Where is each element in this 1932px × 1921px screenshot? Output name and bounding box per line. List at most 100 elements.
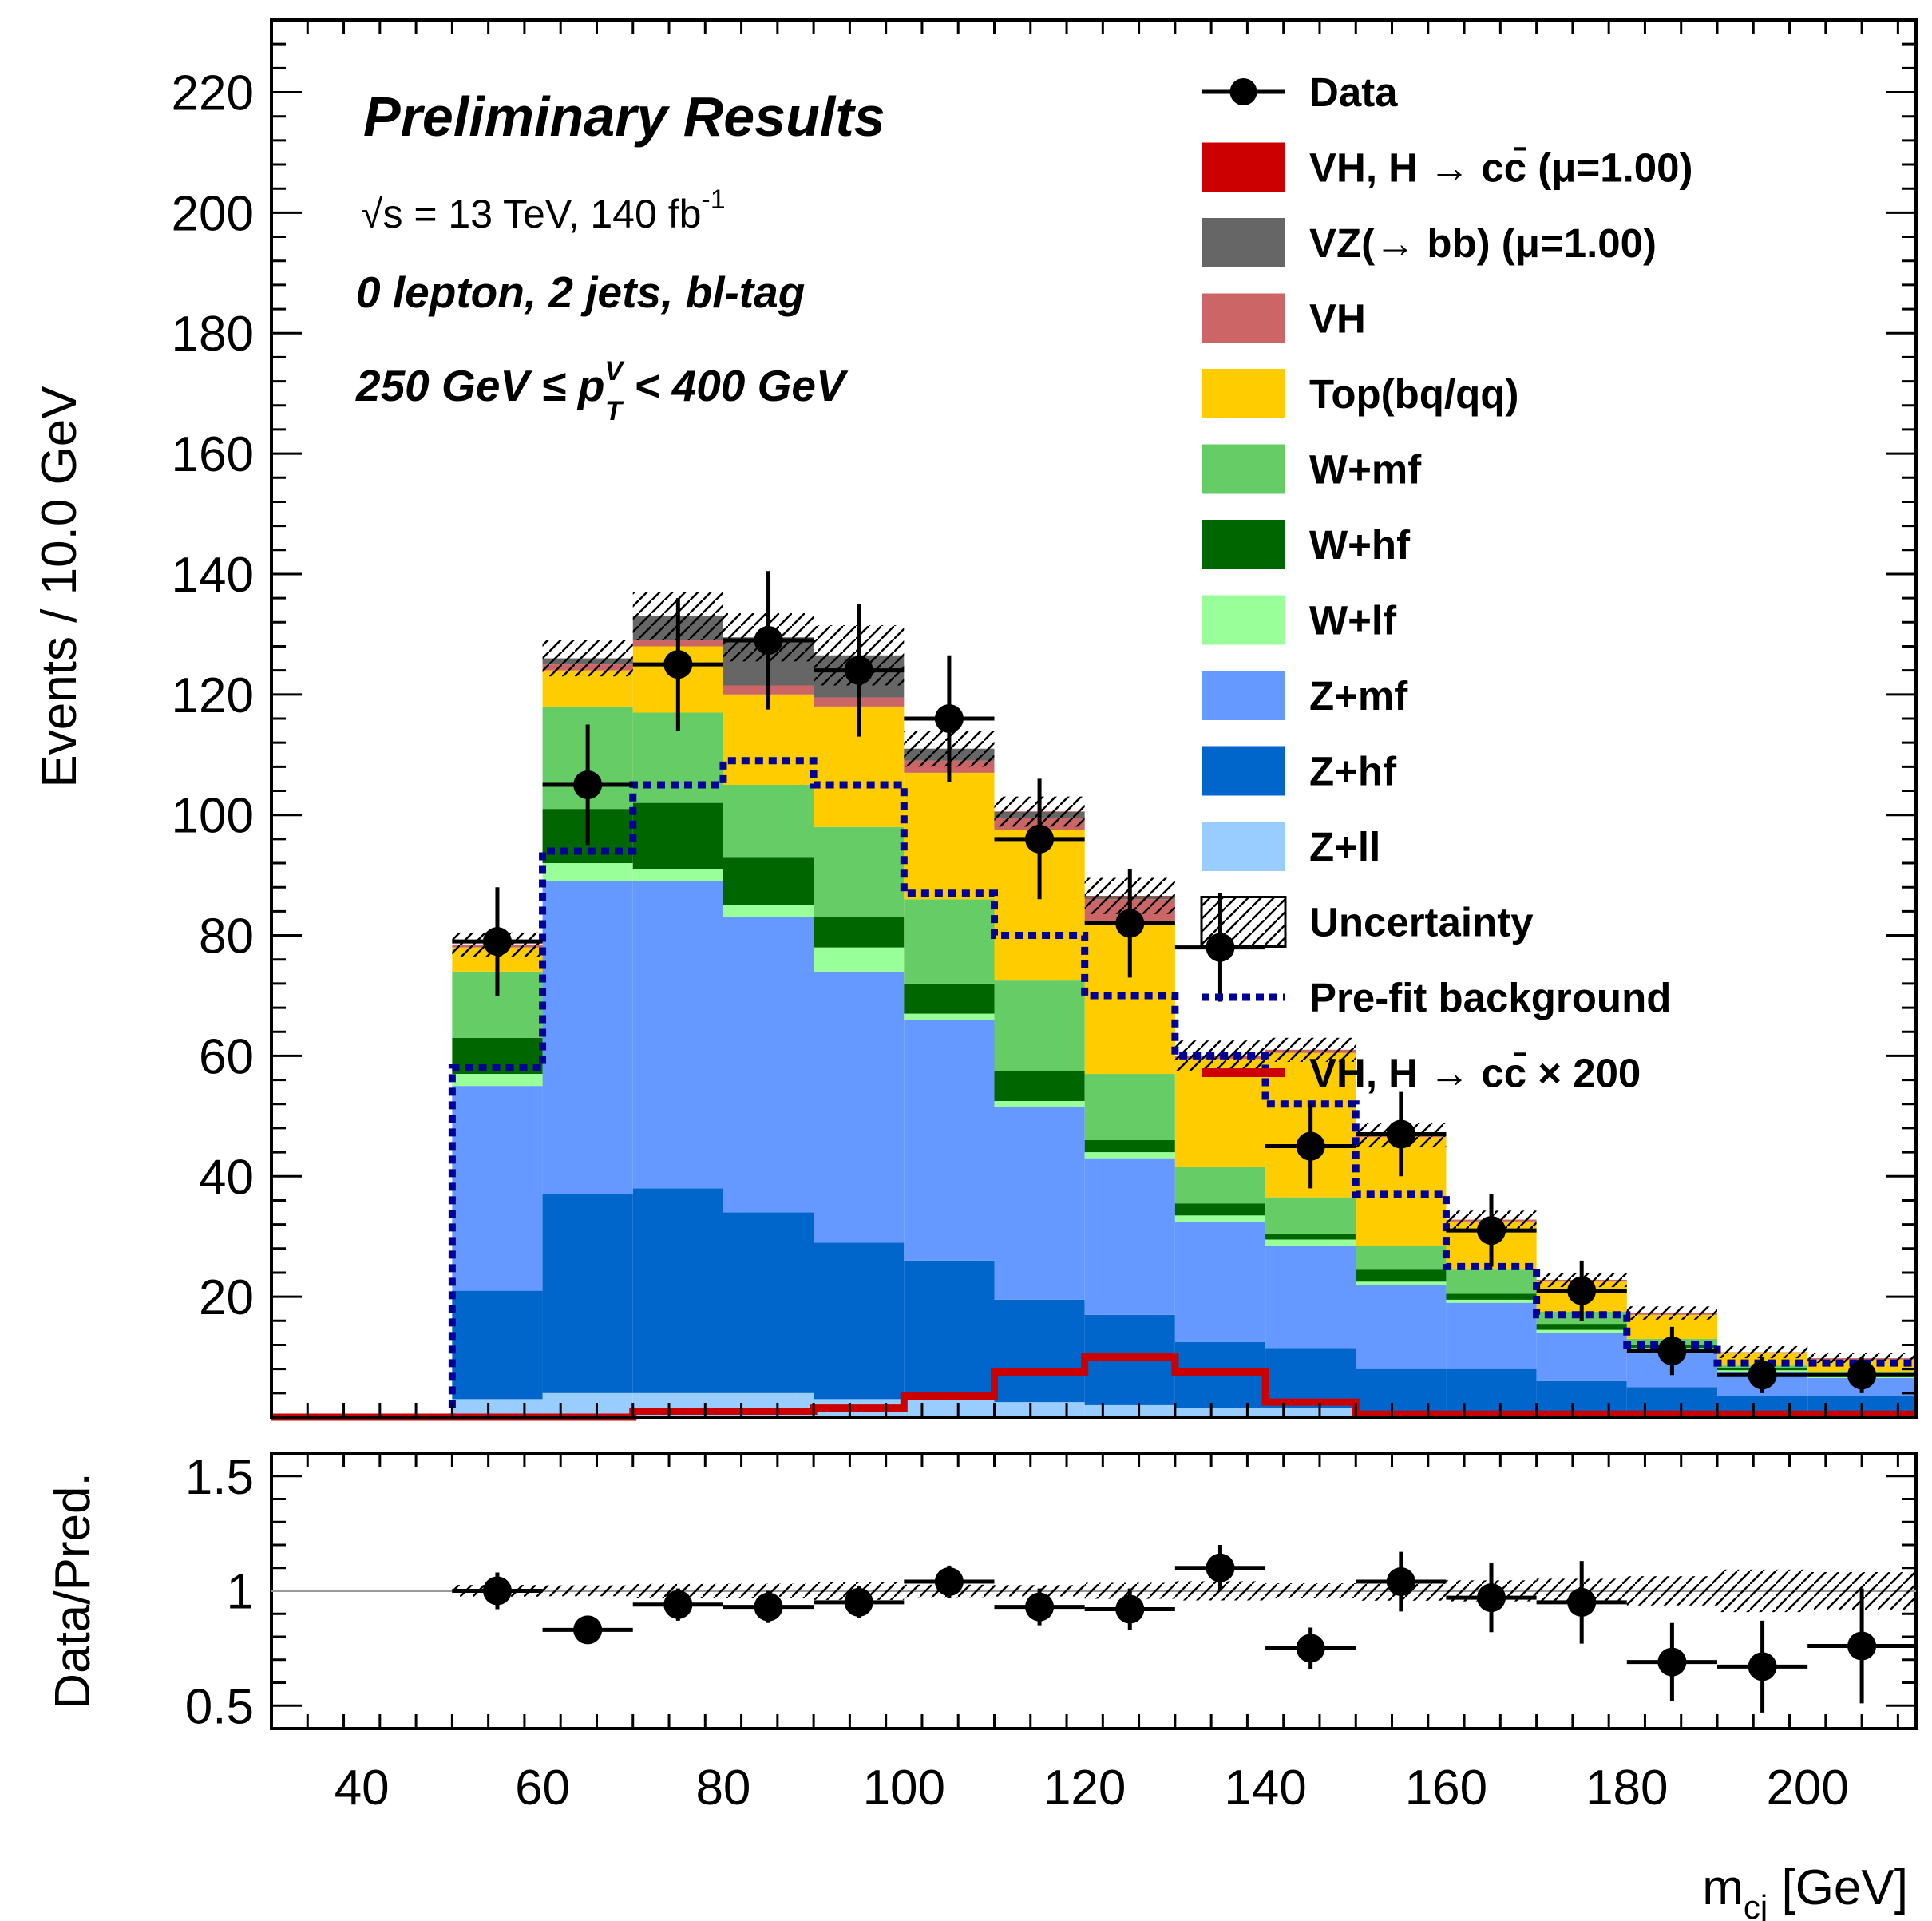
x-tick-label: 140	[1224, 1761, 1306, 1816]
signal-x200-line	[271, 1353, 1916, 1421]
bar-segment	[1084, 1074, 1175, 1141]
uncertainty-box	[542, 640, 633, 677]
ratio-tick-label: 1.5	[185, 1450, 254, 1505]
bar-segment	[904, 1399, 995, 1417]
ratio-point	[1386, 1567, 1415, 1596]
bar-segment	[542, 1392, 633, 1417]
ratio-plot: 0.5 1 1.5 40 60 80 100 120 140 160 180 200	[185, 1450, 1918, 1816]
data-points	[452, 571, 1916, 1393]
bar-segment	[723, 905, 814, 917]
series-w-lf	[452, 863, 1916, 1378]
legend-entry: VH	[1202, 293, 1366, 343]
bar-segment	[723, 1212, 814, 1393]
y-tick-label: 120	[172, 668, 254, 723]
legend-label: VH	[1309, 296, 1366, 342]
data-point	[482, 927, 512, 957]
x-tick-label: 160	[1405, 1761, 1487, 1816]
data-point	[844, 656, 873, 685]
bar-segment	[1084, 1140, 1175, 1153]
ratio-point	[573, 1615, 603, 1645]
legend-entry: W+hf	[1202, 520, 1411, 569]
ratio-point	[934, 1567, 964, 1596]
ratio-point	[482, 1576, 512, 1606]
y-axis-title: Events / 10.0 GeV	[32, 386, 87, 788]
x-tick-label: 60	[515, 1761, 570, 1816]
bar-segment	[814, 917, 905, 948]
bar-segment	[1356, 1246, 1447, 1270]
y-tick-label: 180	[172, 307, 254, 362]
main-plot: 20 40 60 80 100 120 140 160 180 200 220	[172, 18, 1918, 1421]
bar-segment	[904, 1260, 995, 1400]
data-point	[1567, 1276, 1597, 1305]
data-point	[1386, 1119, 1415, 1149]
bar-segment	[1536, 1380, 1627, 1412]
legend-label: W+hf	[1309, 522, 1411, 568]
legend-entry: Z+hf	[1202, 746, 1397, 796]
x-tick-label: 120	[1043, 1761, 1126, 1816]
y-tick-label: 160	[172, 427, 254, 482]
legend: Data VH, H → cc̄ (μ=1.00) VZ(→ bb) (μ=1.00…	[1200, 69, 1692, 1096]
data-point	[1115, 909, 1145, 938]
ratio-point	[1025, 1592, 1055, 1622]
bar-segment	[1174, 1221, 1266, 1342]
legend-swatch	[1202, 293, 1285, 343]
legend-entry: Pre-fit background	[1202, 975, 1671, 1020]
legend-swatch	[1202, 671, 1285, 720]
bar-segment	[814, 947, 905, 972]
bar-segment	[1174, 1408, 1266, 1417]
legend-marker	[1229, 78, 1257, 105]
legend-label: Top(bq/qq)	[1309, 371, 1518, 417]
ratio-point	[1847, 1631, 1877, 1661]
data-point	[1657, 1337, 1687, 1366]
ratio-point	[663, 1590, 693, 1619]
legend-swatch	[1202, 369, 1285, 418]
series-z-hf	[452, 1188, 1916, 1415]
uncertainty-box	[1716, 1345, 1808, 1359]
legend-label: Pre-fit background	[1309, 975, 1671, 1020]
series-w-hf	[452, 802, 1916, 1376]
x-axis-title: mcj [GeV]	[1702, 1860, 1908, 1921]
bar-segment	[723, 784, 814, 858]
bar-segment	[1265, 1348, 1356, 1408]
legend-entry: Z+ll	[1202, 822, 1380, 871]
legend-entry: W+lf	[1202, 595, 1397, 645]
bar-segment	[994, 980, 1085, 1071]
bar-segment	[1716, 1396, 1808, 1415]
bar-segment	[904, 899, 995, 984]
bar-segment	[1265, 1197, 1356, 1234]
bar-segment	[1536, 1333, 1627, 1381]
bar-segment	[1446, 1293, 1537, 1300]
ratio-point	[1206, 1553, 1235, 1582]
ratio-point	[1477, 1583, 1506, 1613]
bar-segment	[1265, 1239, 1356, 1246]
uncertainty-box	[1626, 1306, 1717, 1320]
bar-segment	[723, 857, 814, 905]
x-tick-label: 100	[863, 1761, 945, 1816]
ratio-tick-label: 1	[227, 1565, 254, 1620]
legend-label: Z+mf	[1309, 673, 1408, 719]
y-tick-label: 60	[199, 1029, 254, 1084]
x-tick-label: 200	[1766, 1761, 1848, 1816]
bar-segment	[994, 1071, 1085, 1101]
y-tick-label: 220	[172, 66, 254, 121]
bar-segment	[904, 772, 995, 900]
x-tick-label: 180	[1586, 1761, 1668, 1816]
legend-swatch	[1202, 444, 1285, 494]
bar-segment	[1174, 1215, 1266, 1222]
x-tick-label: 80	[695, 1761, 750, 1816]
chart-title: Preliminary Results	[363, 85, 885, 148]
bar-segment	[1446, 1299, 1537, 1303]
ratio-points	[452, 1545, 1916, 1713]
data-point	[573, 770, 603, 799]
bar-segment	[994, 1100, 1085, 1107]
bar-segment	[814, 971, 905, 1243]
bar-segment	[994, 1402, 1085, 1417]
ratio-uncertainty-box	[1716, 1569, 1808, 1613]
legend-swatch	[1202, 746, 1285, 796]
legend-entry: W+mf	[1202, 444, 1422, 494]
ratio-tick-label: 0.5	[185, 1679, 254, 1734]
data-point	[1847, 1361, 1877, 1390]
legend-swatch	[1202, 595, 1285, 645]
legend-entry: Data	[1202, 69, 1398, 115]
